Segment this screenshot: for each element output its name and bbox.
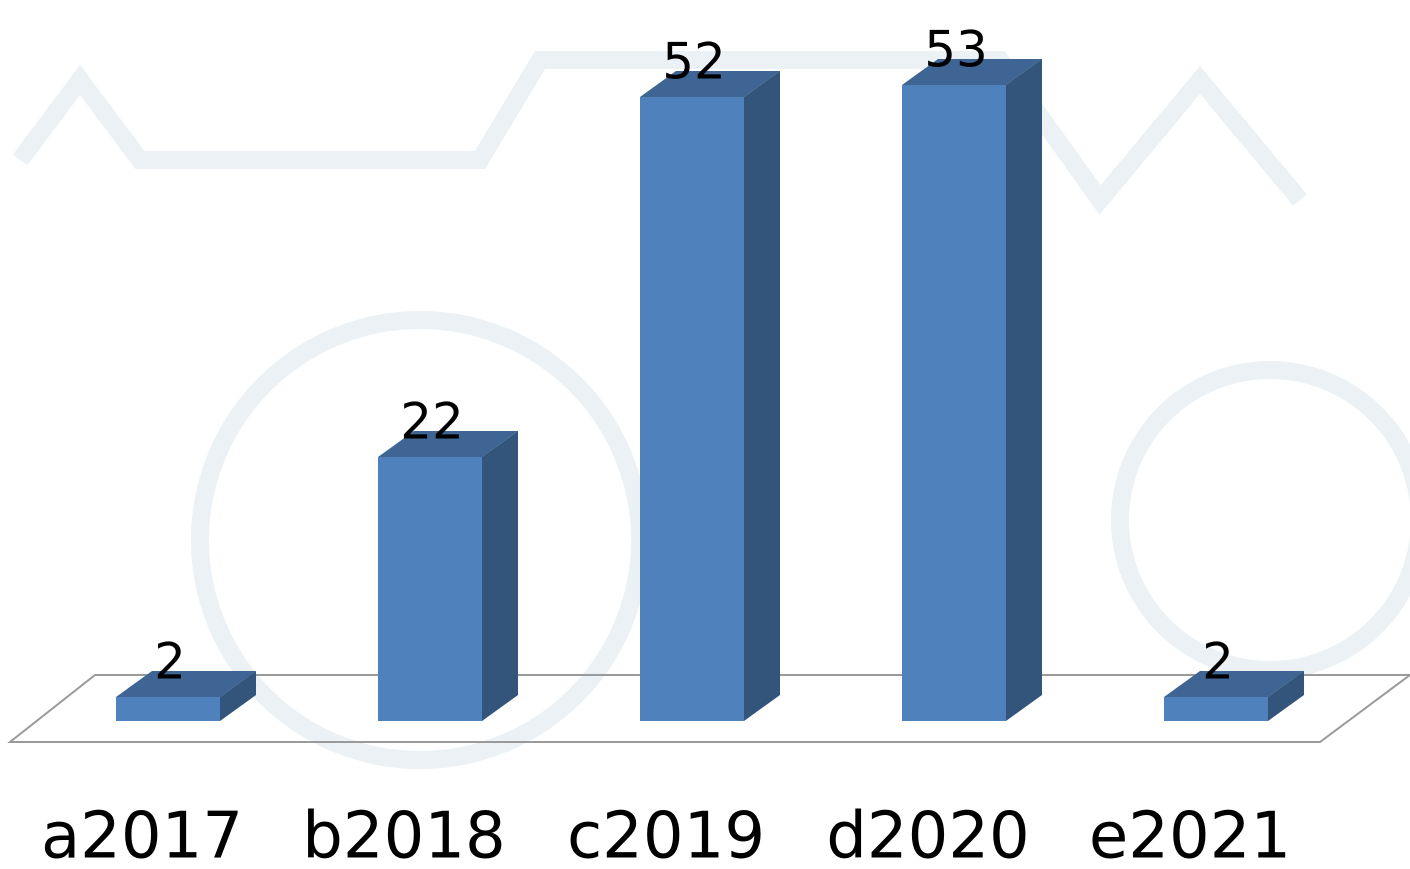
bar-side [1268,671,1304,721]
bar [1164,671,1304,721]
value-label: 53 [924,21,988,79]
bar-top [1164,671,1304,697]
x-tick-label: e2021 [1089,800,1291,869]
bar [116,671,256,721]
bar-side [744,71,780,721]
bar-side [482,431,518,721]
bar [902,59,1042,721]
x-tick-label: c2019 [567,800,765,869]
bar-top [640,71,780,97]
value-label: 52 [662,33,726,91]
bar-front [1164,697,1268,721]
bar-side [220,671,256,721]
x-tick-label: b2018 [302,800,506,869]
value-label: 2 [1202,633,1234,691]
bar [640,71,780,721]
x-tick-label: d2020 [826,800,1030,869]
x-tick-label: a2017 [41,800,243,869]
bar-top [116,671,256,697]
bar-top [378,431,518,457]
floor [7,674,1410,743]
bar-front [116,697,220,721]
bar-front [378,457,482,721]
value-label: 2 [154,633,186,691]
value-label: 22 [400,393,464,451]
bars [116,59,1304,721]
bar-front [640,97,744,721]
bar-front [902,85,1006,721]
bar-top [902,59,1042,85]
bar-side [1006,59,1042,721]
bar [378,431,518,721]
